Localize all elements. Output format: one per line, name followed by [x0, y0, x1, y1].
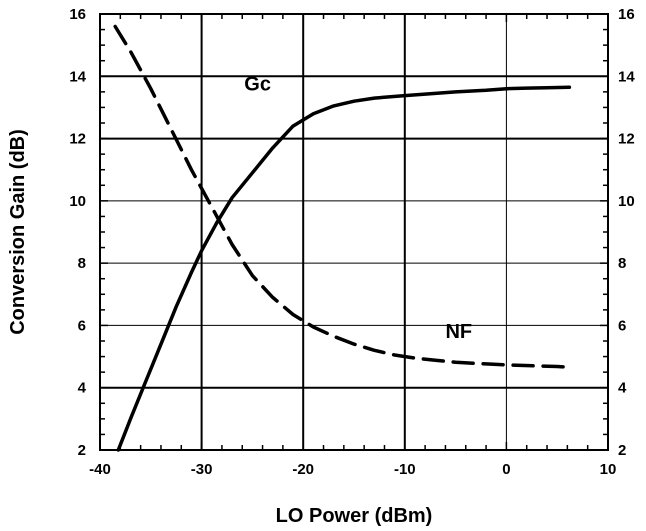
nf-curve-label: NF — [445, 321, 472, 343]
y2-tick-label: 10 — [618, 193, 635, 210]
y-tick-labels: 2 4 6 8 10 12 14 16 — [69, 6, 86, 459]
x-tick-label: -20 — [292, 461, 314, 478]
y-tick-label: 14 — [69, 68, 86, 85]
y2-tick-label: 6 — [618, 317, 626, 334]
y2-tick-label: 16 — [618, 6, 635, 23]
y2-tick-label: 12 — [618, 131, 635, 148]
x-tick-label: 0 — [502, 461, 510, 478]
x-tick-label: -10 — [394, 461, 416, 478]
plot-frame — [99, 13, 609, 451]
y-axis-title: Conversion Gain (dB) — [7, 129, 29, 335]
y2-tick-label: 14 — [618, 68, 635, 85]
gc-curve-label: Gc — [244, 73, 271, 95]
x-tick-label: 10 — [600, 461, 617, 478]
grid-lines — [100, 14, 608, 450]
y-tick-label: 2 — [78, 442, 86, 459]
x-axis-title: LO Power (dBm) — [276, 505, 433, 527]
y-tick-label: 4 — [78, 380, 87, 397]
x-tick-label: -30 — [191, 461, 213, 478]
y-tick-label: 6 — [78, 317, 86, 334]
series-line-nf — [113, 24, 572, 369]
y-tick-label: 10 — [69, 193, 86, 210]
y2-tick-label: 8 — [618, 255, 626, 272]
series-group — [113, 24, 572, 452]
y-tick-label: 16 — [69, 6, 86, 23]
series-line-gc — [116, 85, 572, 452]
y2-tick-label: 2 — [618, 442, 626, 459]
y-tick-label: 8 — [78, 255, 86, 272]
x-tick-labels: -40 -30 -20 -10 0 10 — [89, 461, 616, 478]
y-tick-label: 12 — [69, 131, 86, 148]
x-tick-label: -40 — [89, 461, 111, 478]
y2-tick-label: 4 — [618, 380, 627, 397]
y2-tick-labels: 2 4 6 8 10 12 14 16 — [618, 6, 635, 459]
tick-marks — [99, 13, 609, 451]
